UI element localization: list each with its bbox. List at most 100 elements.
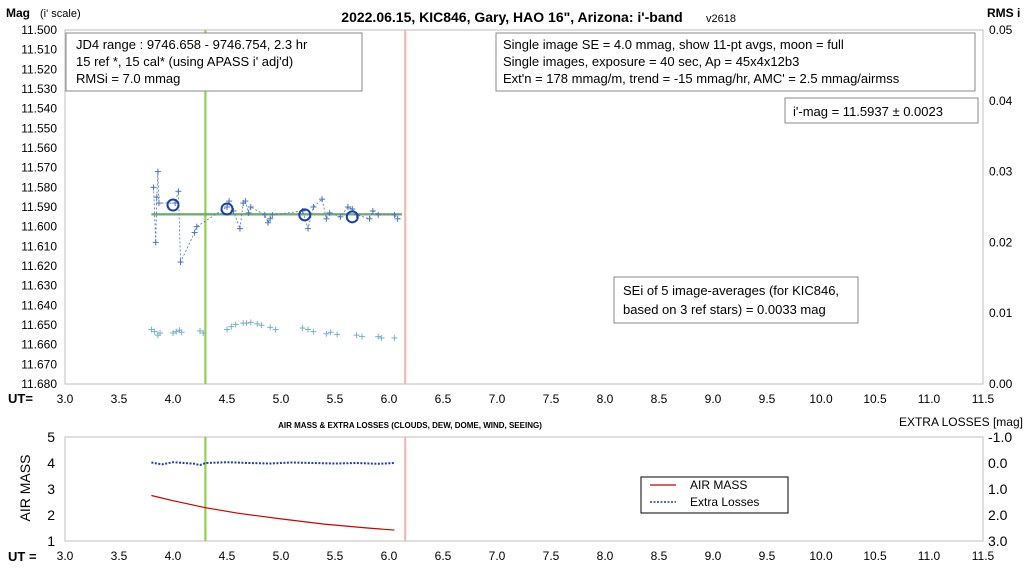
x-tick-label: 7.0 — [489, 392, 506, 406]
x-tick-label: 4.0 — [165, 392, 182, 406]
y2-tick-label: 0.04 — [989, 94, 1013, 108]
info-box-sei: SEi of 5 image-averages (for KIC846, bas… — [613, 276, 859, 324]
y-tick-label: 11.500 — [21, 23, 57, 37]
rms-point — [232, 321, 239, 328]
rms-point — [178, 329, 185, 336]
bottom-x-tick-label: 9.5 — [759, 549, 776, 563]
bottom-y2-tick-label: 3.0 — [988, 533, 1008, 549]
data-point — [305, 225, 311, 232]
info-box-images: Single image SE = 4.0 mmag, show 11-pt a… — [495, 32, 976, 92]
bottom-x-tick-label: 6.0 — [381, 549, 398, 563]
bottom-y-tick-label: 2 — [47, 507, 55, 523]
data-point — [191, 229, 198, 236]
rms-point — [359, 333, 365, 340]
data-point — [261, 211, 268, 218]
data-point — [177, 259, 184, 266]
data-point — [236, 225, 243, 232]
bottom-x-tick-label: 4.5 — [219, 549, 236, 563]
info-box-sei-line2: based on 3 ref stars) = 0.0033 mag — [623, 302, 826, 317]
rms-point — [353, 332, 360, 339]
bottom-y-axis-label-right: EXTRA LOSSES [mag] — [899, 415, 1023, 429]
x-tick-label: 10.5 — [863, 392, 887, 406]
x-axis-label: UT= — [8, 391, 33, 406]
rms-point — [267, 324, 274, 331]
data-point — [150, 184, 157, 191]
rms-point — [197, 327, 203, 334]
y2-tick-label: 0.00 — [989, 377, 1013, 391]
data-point — [269, 211, 276, 218]
data-point — [369, 207, 376, 214]
data-point — [344, 204, 351, 210]
bottom-x-tick-label: 7.5 — [543, 549, 560, 563]
rms-point — [224, 326, 230, 333]
y-tick-label: 11.610 — [21, 239, 57, 253]
y2-tick-label: 0.02 — [989, 235, 1013, 249]
bottom-y-tick-label: 4 — [47, 455, 55, 471]
data-point — [154, 168, 161, 175]
x-tick-label: 8.5 — [651, 392, 668, 406]
x-tick-label: 4.5 — [219, 392, 236, 406]
bottom-x-tick-label: 4.0 — [165, 549, 182, 563]
rms-point — [157, 330, 164, 337]
y2-tick-label: 0.01 — [989, 306, 1013, 320]
bottom-x-tick-label: 5.0 — [273, 549, 290, 563]
data-point — [193, 223, 200, 230]
rms-point — [247, 319, 254, 326]
y-tick-label: 11.660 — [21, 338, 57, 352]
bottom-x-tick-label: 9.0 — [705, 549, 722, 563]
average-point — [220, 202, 234, 216]
y-tick-label: 11.580 — [21, 180, 57, 194]
y-tick-label: 11.670 — [21, 357, 57, 371]
bottom-x-tick-label: 8.5 — [651, 549, 668, 563]
rms-point — [327, 329, 334, 336]
x-tick-label: 5.5 — [327, 392, 344, 406]
data-point — [267, 215, 274, 222]
bottom-y2-tick-label: 0.0 — [988, 455, 1008, 471]
rms-point — [243, 320, 250, 327]
bottom-plot-frame — [64, 436, 984, 542]
data-point — [366, 215, 373, 222]
rms-point — [391, 334, 398, 341]
bottom-x-tick-label: 3.0 — [57, 549, 74, 563]
bottom-x-tick-label: 3.5 — [111, 549, 128, 563]
bottom-y-tick-label: 1 — [47, 533, 55, 549]
rms-point — [228, 323, 235, 330]
bottom-x-tick-label: 8.0 — [597, 549, 614, 563]
bottom-x-tick-label: 5.5 — [327, 549, 344, 563]
info-box-sei-line1: SEi of 5 image-averages (for KIC846, — [623, 283, 839, 298]
data-point — [242, 198, 249, 205]
y-tick-label: 11.520 — [21, 62, 57, 76]
data-point — [326, 209, 333, 216]
data-point — [224, 204, 230, 210]
data-point — [394, 215, 401, 222]
rms-point — [254, 320, 261, 327]
y-tick-label: 11.570 — [21, 161, 57, 175]
main-title: 2022.06.15, KIC846, Gary, HAO 16", Arizo… — [341, 9, 682, 25]
x-tick-label: 6.0 — [381, 392, 398, 406]
extra-losses-line — [151, 461, 395, 467]
info-box-jd-line2: 15 ref *, 15 cal* (using APASS i' adj'd) — [76, 54, 293, 69]
legend: AIR MASS Extra Losses — [640, 476, 789, 514]
y-tick-label: 11.680 — [21, 377, 57, 391]
data-point — [391, 211, 398, 218]
bottom-plot-area: 5 4 3 2 1 -1.0 0.0 1.0 2.0 3.0 3.0 3.5 4.0 4.5 5.0 5.5 6… — [47, 429, 1012, 563]
info-box-jd-line3: RMSi = 7.0 mmag — [76, 71, 180, 86]
x-tick-label: 6.5 — [435, 392, 452, 406]
data-point — [153, 194, 160, 201]
x-tick-label: 8.0 — [597, 392, 614, 406]
bottom-x-tick-label: 7.0 — [489, 549, 506, 563]
y-tick-label: 11.650 — [21, 318, 57, 332]
y-axis-label-left-sub: (i' scale) — [40, 8, 81, 20]
x-tick-label: 7.5 — [543, 392, 560, 406]
bottom-y2-tick-label: 1.0 — [988, 481, 1008, 497]
info-box-images-line2: Single images, exposure = 40 sec, Ap = 4… — [503, 54, 799, 69]
bottom-y-axis-label-left: AIR MASS — [17, 455, 33, 522]
rms-point — [173, 328, 180, 335]
y-tick-label: 11.600 — [21, 220, 57, 234]
x-tick-label: 10.0 — [809, 392, 833, 406]
version-label: v2618 — [706, 13, 736, 25]
y-axis-label-left: Mag — [6, 6, 30, 20]
bottom-y2-tick-label: -1.0 — [988, 429, 1012, 445]
rms-point — [272, 326, 279, 333]
